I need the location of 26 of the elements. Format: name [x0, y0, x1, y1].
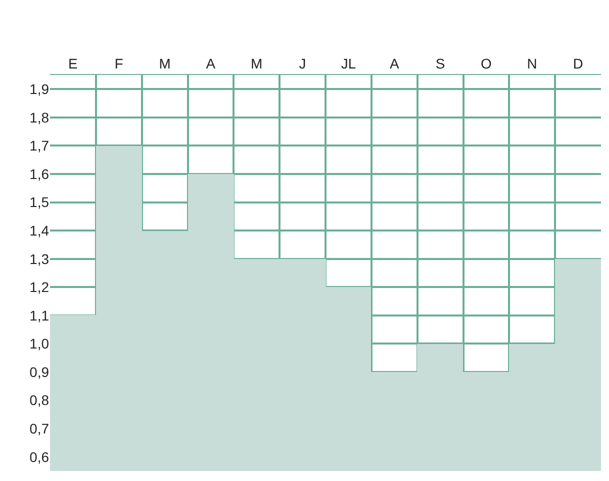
y-tick-label: 1,1: [30, 307, 50, 324]
x-tick-label: A: [206, 55, 216, 72]
y-tick-label: 0,9: [30, 364, 50, 380]
y-tick-label: 0,7: [30, 420, 50, 436]
x-tick-label: E: [68, 55, 78, 72]
y-tick-label: 0,6: [30, 448, 50, 465]
x-tick-label: M: [158, 55, 171, 72]
y-tick-label: 1,2: [30, 279, 50, 296]
y-tick-label: 1,8: [30, 109, 50, 126]
y-tick-label: 1,9: [30, 81, 50, 98]
x-tick-label: D: [572, 55, 584, 72]
y-tick-label: 1,7: [30, 138, 50, 154]
x-tick-label: F: [114, 55, 124, 72]
x-tick-label: M: [250, 55, 262, 72]
y-tick-label: 1,0: [30, 336, 50, 352]
y-tick-label: 1,5: [30, 194, 50, 210]
y-tick-label: 1,6: [30, 166, 50, 182]
x-tick-label: J: [299, 55, 306, 72]
y-tick-label: 1,3: [30, 250, 50, 267]
x-tick-label: JL: [341, 55, 356, 72]
x-tick-label: N: [527, 55, 538, 72]
y-tick-label: 1,4: [30, 222, 50, 238]
x-tick-label: A: [390, 55, 400, 72]
y-tick-label: 0,8: [30, 392, 50, 408]
x-tick-label: O: [480, 55, 492, 72]
x-tick-label: S: [436, 55, 445, 72]
